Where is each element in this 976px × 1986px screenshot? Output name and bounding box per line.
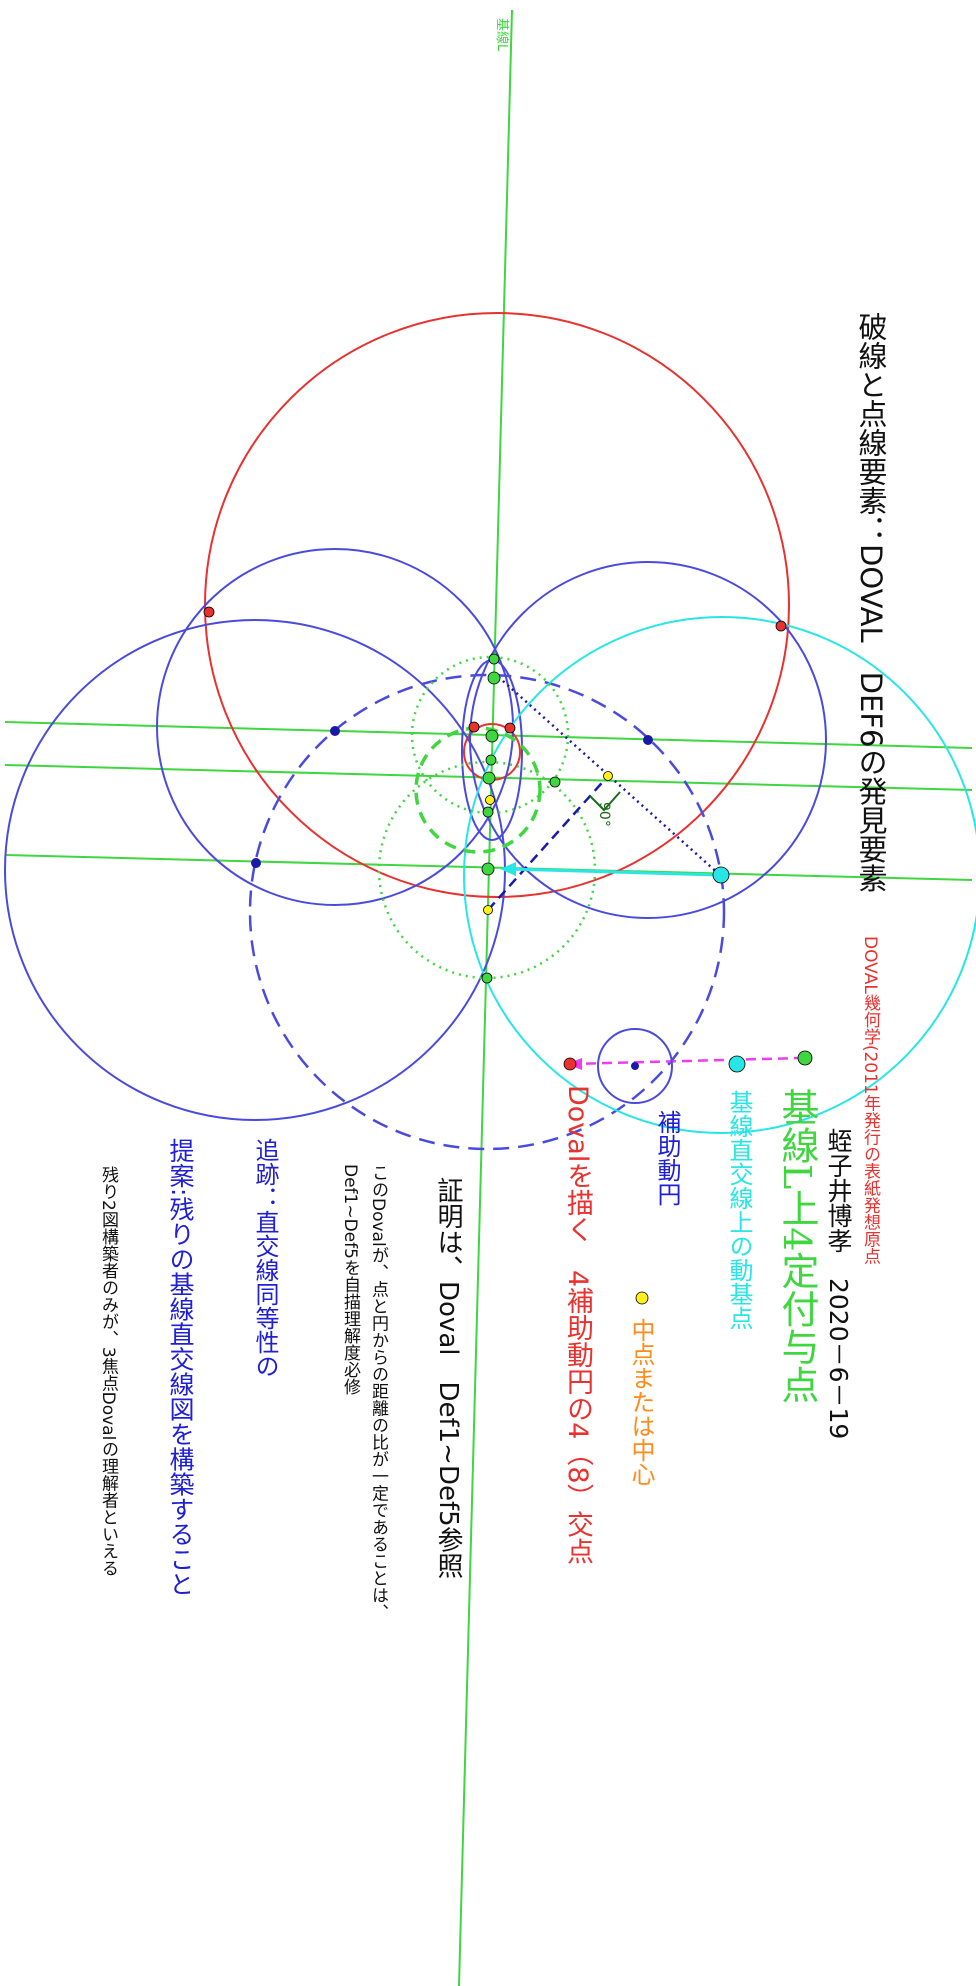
navy-point-3 xyxy=(251,858,261,868)
green-point-6 xyxy=(482,806,494,818)
navy-dashed-line xyxy=(487,775,609,911)
green-point-4 xyxy=(485,754,497,766)
cyan-vector xyxy=(505,867,719,877)
yellow-point-3 xyxy=(483,905,493,915)
legend-green-point xyxy=(797,1050,813,1066)
intersections-text: 4補助動円の4（8）交点 xyxy=(562,1270,593,1565)
green-dotted-circle-upper xyxy=(410,655,570,815)
green-point-3 xyxy=(485,729,499,743)
yellow-point-2 xyxy=(603,771,613,781)
legend-aux-circle xyxy=(597,1028,673,1104)
aux-circle-text: 補助動円 xyxy=(653,1110,681,1206)
red-point-upper-right xyxy=(775,620,787,632)
yellow-point-1 xyxy=(485,795,495,805)
red-point-center-right xyxy=(504,722,516,734)
author-date-text: 蛭子井博孝 2020－6－19 xyxy=(824,1128,853,1440)
legend-magenta-dashed-line xyxy=(569,1056,801,1066)
remaining-text: 残り2図構築者のみが、3焦点Dovalの理解者といえる xyxy=(98,1166,118,1577)
green-point-2 xyxy=(487,671,501,685)
note-line2-text: Def1~Def5を自描理解度必修 xyxy=(340,1164,360,1395)
red-point-upper-left xyxy=(203,606,215,618)
baseline-label: 基線L xyxy=(494,18,510,52)
proposal-text: 提案:残りの基線直交線図を構築すること xyxy=(166,1138,195,1597)
draw-doval-text: Dovalを描く xyxy=(562,1085,593,1244)
green-point-5 xyxy=(482,771,496,785)
green-point-9 xyxy=(481,972,493,984)
baseline-l xyxy=(458,9,513,1986)
angle-label: 90° xyxy=(596,802,612,827)
cyan-moving-point xyxy=(712,866,730,884)
red-point-center-left xyxy=(468,721,480,733)
green-point-1 xyxy=(488,653,500,665)
midpoint-text: 中点または中心 xyxy=(627,1318,655,1486)
legend-cyan-point xyxy=(728,1055,746,1073)
aux-circle-right-upper xyxy=(469,561,827,919)
navy-point-1 xyxy=(330,726,340,736)
title-text: 破線と点線要素：DOVAL DEF6の発見要素 xyxy=(854,312,888,893)
blue-dashed-circle xyxy=(248,673,726,1151)
navy-point-2 xyxy=(643,735,653,745)
moving-point-text: 基線直交線上の動基点 xyxy=(725,1090,753,1330)
fixed-points-text: 基線L上4定付与点 xyxy=(775,1088,819,1404)
legend-aux-center xyxy=(631,1062,639,1070)
note-line1-text: このDovalが、点と円からの距離の比が一定であることは、 xyxy=(368,1164,388,1621)
legend-yellow-point xyxy=(635,1291,649,1305)
cyan-arrowhead xyxy=(500,862,516,876)
cyan-circle xyxy=(463,616,976,1134)
legend-red-point xyxy=(563,1057,577,1071)
trace-text: 追跡：直交線同等性の xyxy=(251,1138,279,1378)
green-point-7 xyxy=(549,776,561,788)
doval-origin-text: DOVAL幾何学(2011年発行の表紙発想原点 xyxy=(860,936,880,1265)
proof-text: 証明は、Doval Def1~Def5参照 xyxy=(433,1177,463,1579)
right-angle-marker xyxy=(589,791,621,812)
green-point-8 xyxy=(481,862,495,876)
